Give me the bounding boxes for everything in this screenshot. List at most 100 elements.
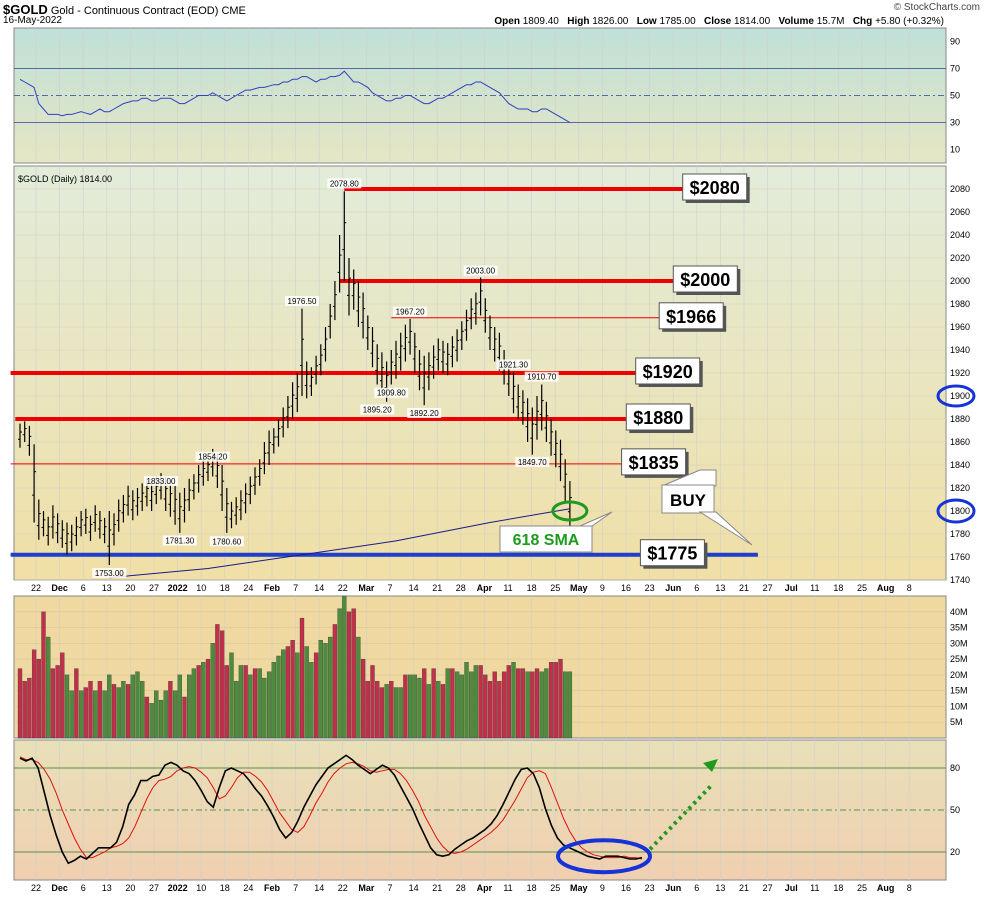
ohlc-bar <box>483 298 488 333</box>
x-tick-label: 22 <box>338 583 348 593</box>
buy-callout: BUY <box>661 469 753 546</box>
x-tick-label-bottom: Aug <box>877 883 895 893</box>
volume-bar <box>243 665 248 739</box>
level-box-label: $1920 <box>643 362 693 382</box>
volume-bar <box>266 671 272 739</box>
ohlc-bar <box>455 329 460 362</box>
price-y-tick-label: 1960 <box>950 322 970 332</box>
ohlc-bar <box>309 367 314 396</box>
stoch-y-tick-label: 80 <box>950 763 960 773</box>
point-label: 1781.30 <box>165 537 194 546</box>
x-tick-label: 9 <box>600 583 605 593</box>
ohlc-bar <box>426 352 431 391</box>
x-tick-label: 25 <box>550 583 560 593</box>
x-tick-label-bottom: 11 <box>810 883 819 893</box>
point-label: 1892.20 <box>410 409 439 418</box>
volume-bar <box>478 665 483 739</box>
low-value: 1785.00 <box>659 16 696 27</box>
volume-bar <box>365 681 370 739</box>
volume-y-tick-label: 40M <box>950 607 968 617</box>
price-y-tick-label: 2040 <box>950 230 970 240</box>
stoch-projection-arrow <box>648 783 714 851</box>
point-label: 2003.00 <box>466 267 495 276</box>
volume-bar <box>492 671 497 739</box>
volume-bar <box>158 699 164 739</box>
volume-bar <box>257 668 262 739</box>
volume-bar <box>60 652 65 739</box>
ohlc-bar <box>281 407 286 438</box>
volume-value: 15.7M <box>816 16 845 27</box>
level-box-label: $1775 <box>647 544 697 564</box>
volume-bar <box>271 662 276 739</box>
buy-label: BUY <box>670 491 707 510</box>
ohlc-bar <box>469 298 474 330</box>
x-tick-label: Jun <box>665 583 681 593</box>
volume-bar <box>403 674 408 739</box>
x-tick-label-bottom: 28 <box>456 883 466 893</box>
level-box <box>682 173 748 201</box>
chart-date: 16-May-2022 <box>3 15 62 26</box>
ohlc-bar <box>290 382 295 419</box>
price-y-tick-label: 1800 <box>950 506 970 516</box>
volume-bar <box>74 668 79 739</box>
volume-bar <box>445 668 450 739</box>
stoch-y-tick-label: 20 <box>950 847 960 857</box>
ohlc-bar <box>238 490 243 521</box>
x-tick-label-bottom: Jun <box>665 883 681 893</box>
volume-bar <box>407 674 413 739</box>
ohlc-bar <box>102 517 107 544</box>
ohlc-bar <box>121 494 126 523</box>
x-tick-label-bottom: 14 <box>314 883 324 893</box>
volume-bar <box>219 630 225 739</box>
level-price-box: $1775 <box>639 539 708 569</box>
point-label-bg <box>524 371 559 382</box>
volume-bar <box>534 668 540 739</box>
x-tick-label: 18 <box>527 583 537 593</box>
level-price-box: $1920 <box>635 357 703 387</box>
ohlc-bar <box>558 439 563 482</box>
level-box <box>621 448 687 476</box>
x-tick-label: 21 <box>432 583 442 593</box>
ohlc-bar <box>196 465 201 493</box>
ohlc-bar <box>342 191 347 281</box>
x-tick-label-bottom: 22 <box>31 883 41 893</box>
volume-bar <box>295 652 300 739</box>
x-tick-label: 18 <box>220 583 230 593</box>
x-tick-label: Dec <box>51 583 68 593</box>
point-label-bg <box>463 265 498 276</box>
sma-callout-box <box>499 525 593 553</box>
price-legend: $GOLD (Daily) 1814.00 <box>18 174 112 184</box>
ohlc-bar <box>69 524 74 552</box>
point-label: 1909.80 <box>377 389 406 398</box>
ohlc-bar <box>201 459 206 486</box>
x-tick-label-bottom: 16 <box>621 883 631 893</box>
rsi-y-tick-label: 10 <box>950 145 960 155</box>
volume-bar <box>393 687 399 739</box>
volume-bar <box>130 674 135 739</box>
volume-bar <box>46 636 51 739</box>
ohlc-bar <box>464 309 469 341</box>
x-tick-label-bottom: May <box>570 883 588 893</box>
x-tick-label: Jul <box>785 583 798 593</box>
x-tick-label: 28 <box>456 583 466 593</box>
x-tick-label-bottom: 27 <box>763 883 773 893</box>
ohlc-bar <box>370 327 375 368</box>
volume-bar <box>567 671 573 739</box>
volume-bar <box>17 668 23 739</box>
volume-bar <box>107 674 112 739</box>
ohlc-bar <box>473 292 478 325</box>
volume-y-tick-label: 15M <box>950 686 968 696</box>
ohlc-bar <box>318 344 323 376</box>
volume-bar <box>281 649 286 739</box>
ohlc-bar <box>126 485 131 516</box>
ohlc-bar <box>492 327 497 362</box>
volume-bar <box>55 665 60 739</box>
x-tick-label-bottom: 2022 <box>168 883 188 893</box>
ohlc-bar <box>253 467 257 495</box>
volume-bar <box>473 665 479 739</box>
close-label: Close <box>704 16 732 27</box>
x-tick-label-bottom: 13 <box>715 883 725 893</box>
point-label: 1849.70 <box>518 458 547 467</box>
ohlc-bar <box>511 371 516 414</box>
